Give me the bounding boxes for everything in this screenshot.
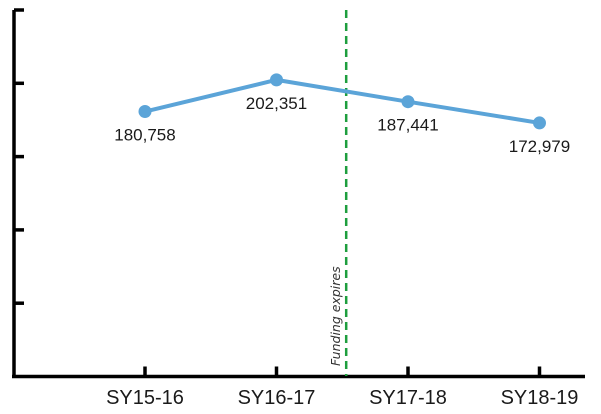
data-label-sy15-16: 180,758 bbox=[114, 126, 175, 145]
x-tick-label-sy17-18: SY17-18 bbox=[369, 387, 447, 409]
data-point-sy16-17 bbox=[270, 73, 283, 87]
funding-expires-annotation: Funding expires bbox=[328, 10, 348, 376]
series-line bbox=[143, 77, 542, 125]
x-axis-ticks bbox=[143, 366, 542, 377]
x-tick-label-sy18-19: SY18-19 bbox=[501, 387, 579, 409]
data-points bbox=[138, 73, 546, 130]
x-tick-label-sy16-17: SY16-17 bbox=[238, 387, 316, 409]
data-point-sy17-18 bbox=[401, 95, 415, 109]
data-point-sy15-16 bbox=[138, 105, 152, 119]
data-label-sy17-18: 187,441 bbox=[377, 116, 438, 135]
x-tick-labels: SY15-16 SY16-17 SY17-18 SY18-19 bbox=[106, 387, 578, 409]
funding-expires-label: Funding expires bbox=[328, 266, 343, 366]
data-labels: 180,758 202,351 187,441 172,979 bbox=[114, 94, 570, 156]
x-tick-label-sy15-16: SY15-16 bbox=[106, 387, 184, 409]
y-axis-ticks bbox=[14, 8, 24, 305]
data-label-sy18-19: 172,979 bbox=[509, 137, 570, 156]
data-label-sy16-17: 202,351 bbox=[246, 94, 307, 113]
data-point-sy18-19 bbox=[533, 116, 546, 130]
